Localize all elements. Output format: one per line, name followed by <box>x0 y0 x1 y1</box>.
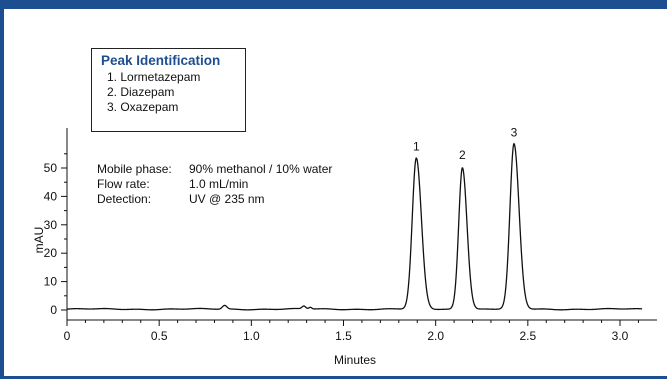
condition-mobile-phase: Mobile phase: 90% methanol / 10% water <box>97 162 332 177</box>
legend-title: Peak Identification <box>101 53 221 68</box>
x-tick-label: 3.0 <box>612 329 629 343</box>
y-tick-label: 20 <box>44 246 58 260</box>
y-tick-label: 10 <box>44 275 58 289</box>
y-tick-label: 0 <box>50 303 57 317</box>
condition-label: Mobile phase: <box>97 162 172 176</box>
x-tick-label: 1.0 <box>243 329 260 343</box>
y-tick-label: 30 <box>44 218 58 232</box>
x-axis-label: Minutes <box>334 353 376 367</box>
y-axis-label: mAU <box>32 227 46 254</box>
condition-value: 90% methanol / 10% water <box>189 162 333 176</box>
legend-item-1: 1. Lormetazepam <box>107 70 201 84</box>
condition-label: Detection: <box>97 192 152 206</box>
y-tick-label: 40 <box>44 189 58 203</box>
x-tick-label: 2.5 <box>519 329 536 343</box>
condition-detection: Detection: UV @ 235 nm <box>97 192 265 207</box>
peak-label: 3 <box>511 125 518 139</box>
condition-value: UV @ 235 nm <box>189 192 265 206</box>
x-tick-label: 1.5 <box>335 329 352 343</box>
peak-label: 2 <box>459 148 466 162</box>
condition-label: Flow rate: <box>97 177 150 191</box>
x-tick-label: 0 <box>64 329 71 343</box>
x-tick-label: 0.5 <box>151 329 168 343</box>
y-tick-label: 50 <box>44 161 58 175</box>
legend-item-3: 3. Oxazepam <box>107 100 179 114</box>
condition-value: 1.0 mL/min <box>189 177 249 191</box>
chromatogram-trace <box>66 142 643 311</box>
peak-identification-legend: Peak Identification 1. Lormetazepam 2. D… <box>91 48 246 132</box>
legend-item-2: 2. Diazepam <box>107 85 175 99</box>
condition-flow-rate: Flow rate: 1.0 mL/min <box>97 177 248 192</box>
x-tick-label: 2.0 <box>427 329 444 343</box>
peak-label: 1 <box>413 139 420 153</box>
